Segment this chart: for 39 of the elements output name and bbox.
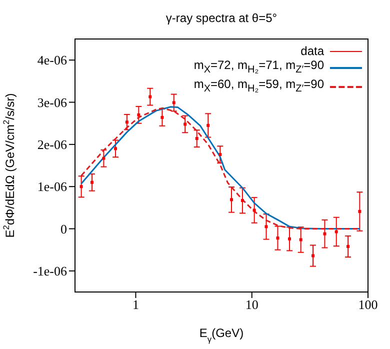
point — [102, 156, 106, 160]
point — [125, 120, 128, 124]
chart-title: γ-ray spectra at θ=5° — [164, 11, 278, 25]
x-tick-label: 1 — [132, 297, 139, 312]
point — [358, 210, 362, 213]
y-tick-label: -1e-06 — [33, 264, 68, 279]
point — [346, 244, 350, 248]
point — [288, 237, 292, 240]
point — [80, 185, 83, 188]
legend-label: m$_{X}$=72, m$_{H₂}$=71, m$_{Z′}$=90 — [194, 58, 324, 78]
point — [160, 116, 164, 119]
point — [334, 230, 338, 234]
point — [184, 122, 187, 126]
legend-label: m$_{X}$=60, m$_{H₂}$=59, m$_{Z′}$=90 — [194, 77, 324, 97]
legend-label: data — [300, 44, 324, 58]
point — [195, 137, 198, 140]
point — [323, 232, 326, 236]
y-tick-label: 2e-06 — [37, 137, 68, 152]
y-tick-label: 3e-06 — [37, 94, 68, 110]
y-tick-label: 1e-06 — [37, 179, 68, 194]
point — [311, 254, 314, 258]
y-tick-label: 0 — [60, 221, 67, 236]
point — [137, 113, 140, 116]
point — [264, 225, 268, 228]
point — [276, 236, 280, 240]
x-tick-label: 10 — [245, 297, 258, 312]
point — [148, 95, 152, 98]
point — [90, 180, 94, 184]
point — [230, 198, 234, 202]
point — [240, 199, 244, 202]
point — [218, 153, 222, 156]
point — [299, 238, 302, 242]
x-tick-label: 100 — [358, 297, 378, 312]
point — [206, 124, 210, 127]
point — [252, 208, 256, 212]
point — [172, 101, 176, 104]
y-tick-label: 4e-06 — [37, 52, 68, 68]
point — [114, 147, 118, 150]
x-axis-title: E$_{γ}$(GeV) — [199, 326, 244, 344]
